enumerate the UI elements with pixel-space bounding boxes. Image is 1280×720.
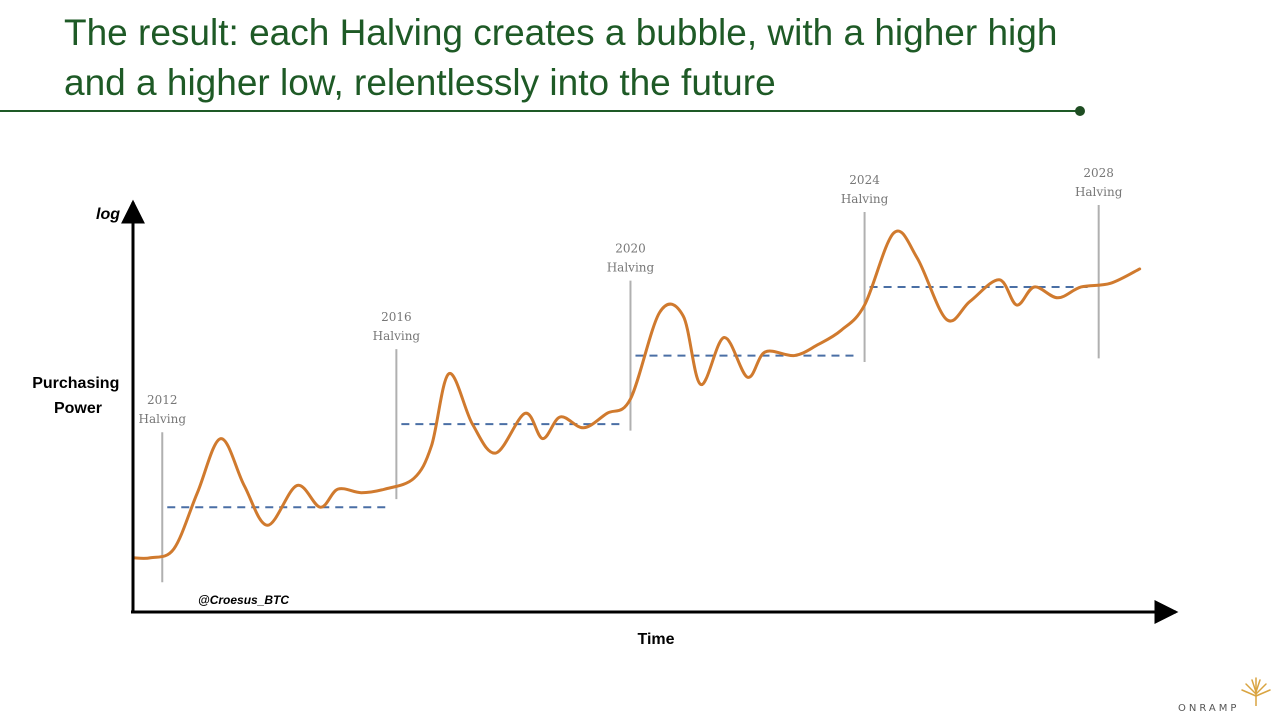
halving-label-year-2020: 2020: [615, 242, 646, 256]
halving-label-text-2028: Halving: [1075, 185, 1123, 199]
halving-label-text-2016: Halving: [373, 329, 421, 343]
halving-label-year-2028: 2028: [1083, 166, 1114, 180]
slide-title-line-1: The result: each Halving creates a bubbl…: [64, 12, 1058, 53]
brand-wordmark: ONRAMP: [1178, 703, 1240, 714]
y-axis-label: Purchasing Power: [32, 375, 124, 417]
y-axis-scale-label: log: [96, 206, 120, 223]
y-axis-label-line-1: Purchasing: [32, 375, 119, 392]
halving-label-text-2020: Halving: [607, 261, 655, 275]
halving-markers: 2012 Halving 2016 Halving 2020 Halving 2024 Hal…: [139, 166, 1123, 583]
title-underline: [0, 110, 1080, 112]
halving-label-year-2024: 2024: [849, 173, 880, 187]
halving-label-text-2024: Halving: [841, 192, 889, 206]
title-underline-dot: [1075, 106, 1085, 116]
slide-title-line-2: and a higher low, relentlessly into the …: [64, 62, 776, 103]
tree-logo-icon: [1241, 677, 1271, 706]
purchasing-power-curve: [131, 229, 1142, 560]
halving-label-year-2016: 2016: [381, 310, 412, 324]
slide-title: The result: each Halving creates a bubbl…: [64, 8, 1164, 108]
x-axis-label: Time: [637, 631, 674, 648]
author-watermark: @Croesus_BTC: [198, 593, 289, 607]
halving-label-year-2012: 2012: [147, 393, 178, 407]
halving-label-text-2012: Halving: [139, 412, 187, 426]
floor-lines: [167, 285, 1091, 509]
y-axis-label-line-2: Power: [54, 400, 102, 417]
